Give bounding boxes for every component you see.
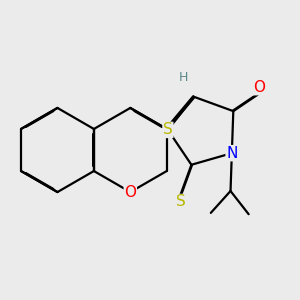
Text: O: O [254, 80, 266, 95]
Text: H: H [178, 71, 188, 84]
Text: S: S [163, 122, 173, 137]
Text: S: S [176, 194, 185, 209]
Text: O: O [124, 184, 136, 200]
Text: N: N [226, 146, 238, 161]
